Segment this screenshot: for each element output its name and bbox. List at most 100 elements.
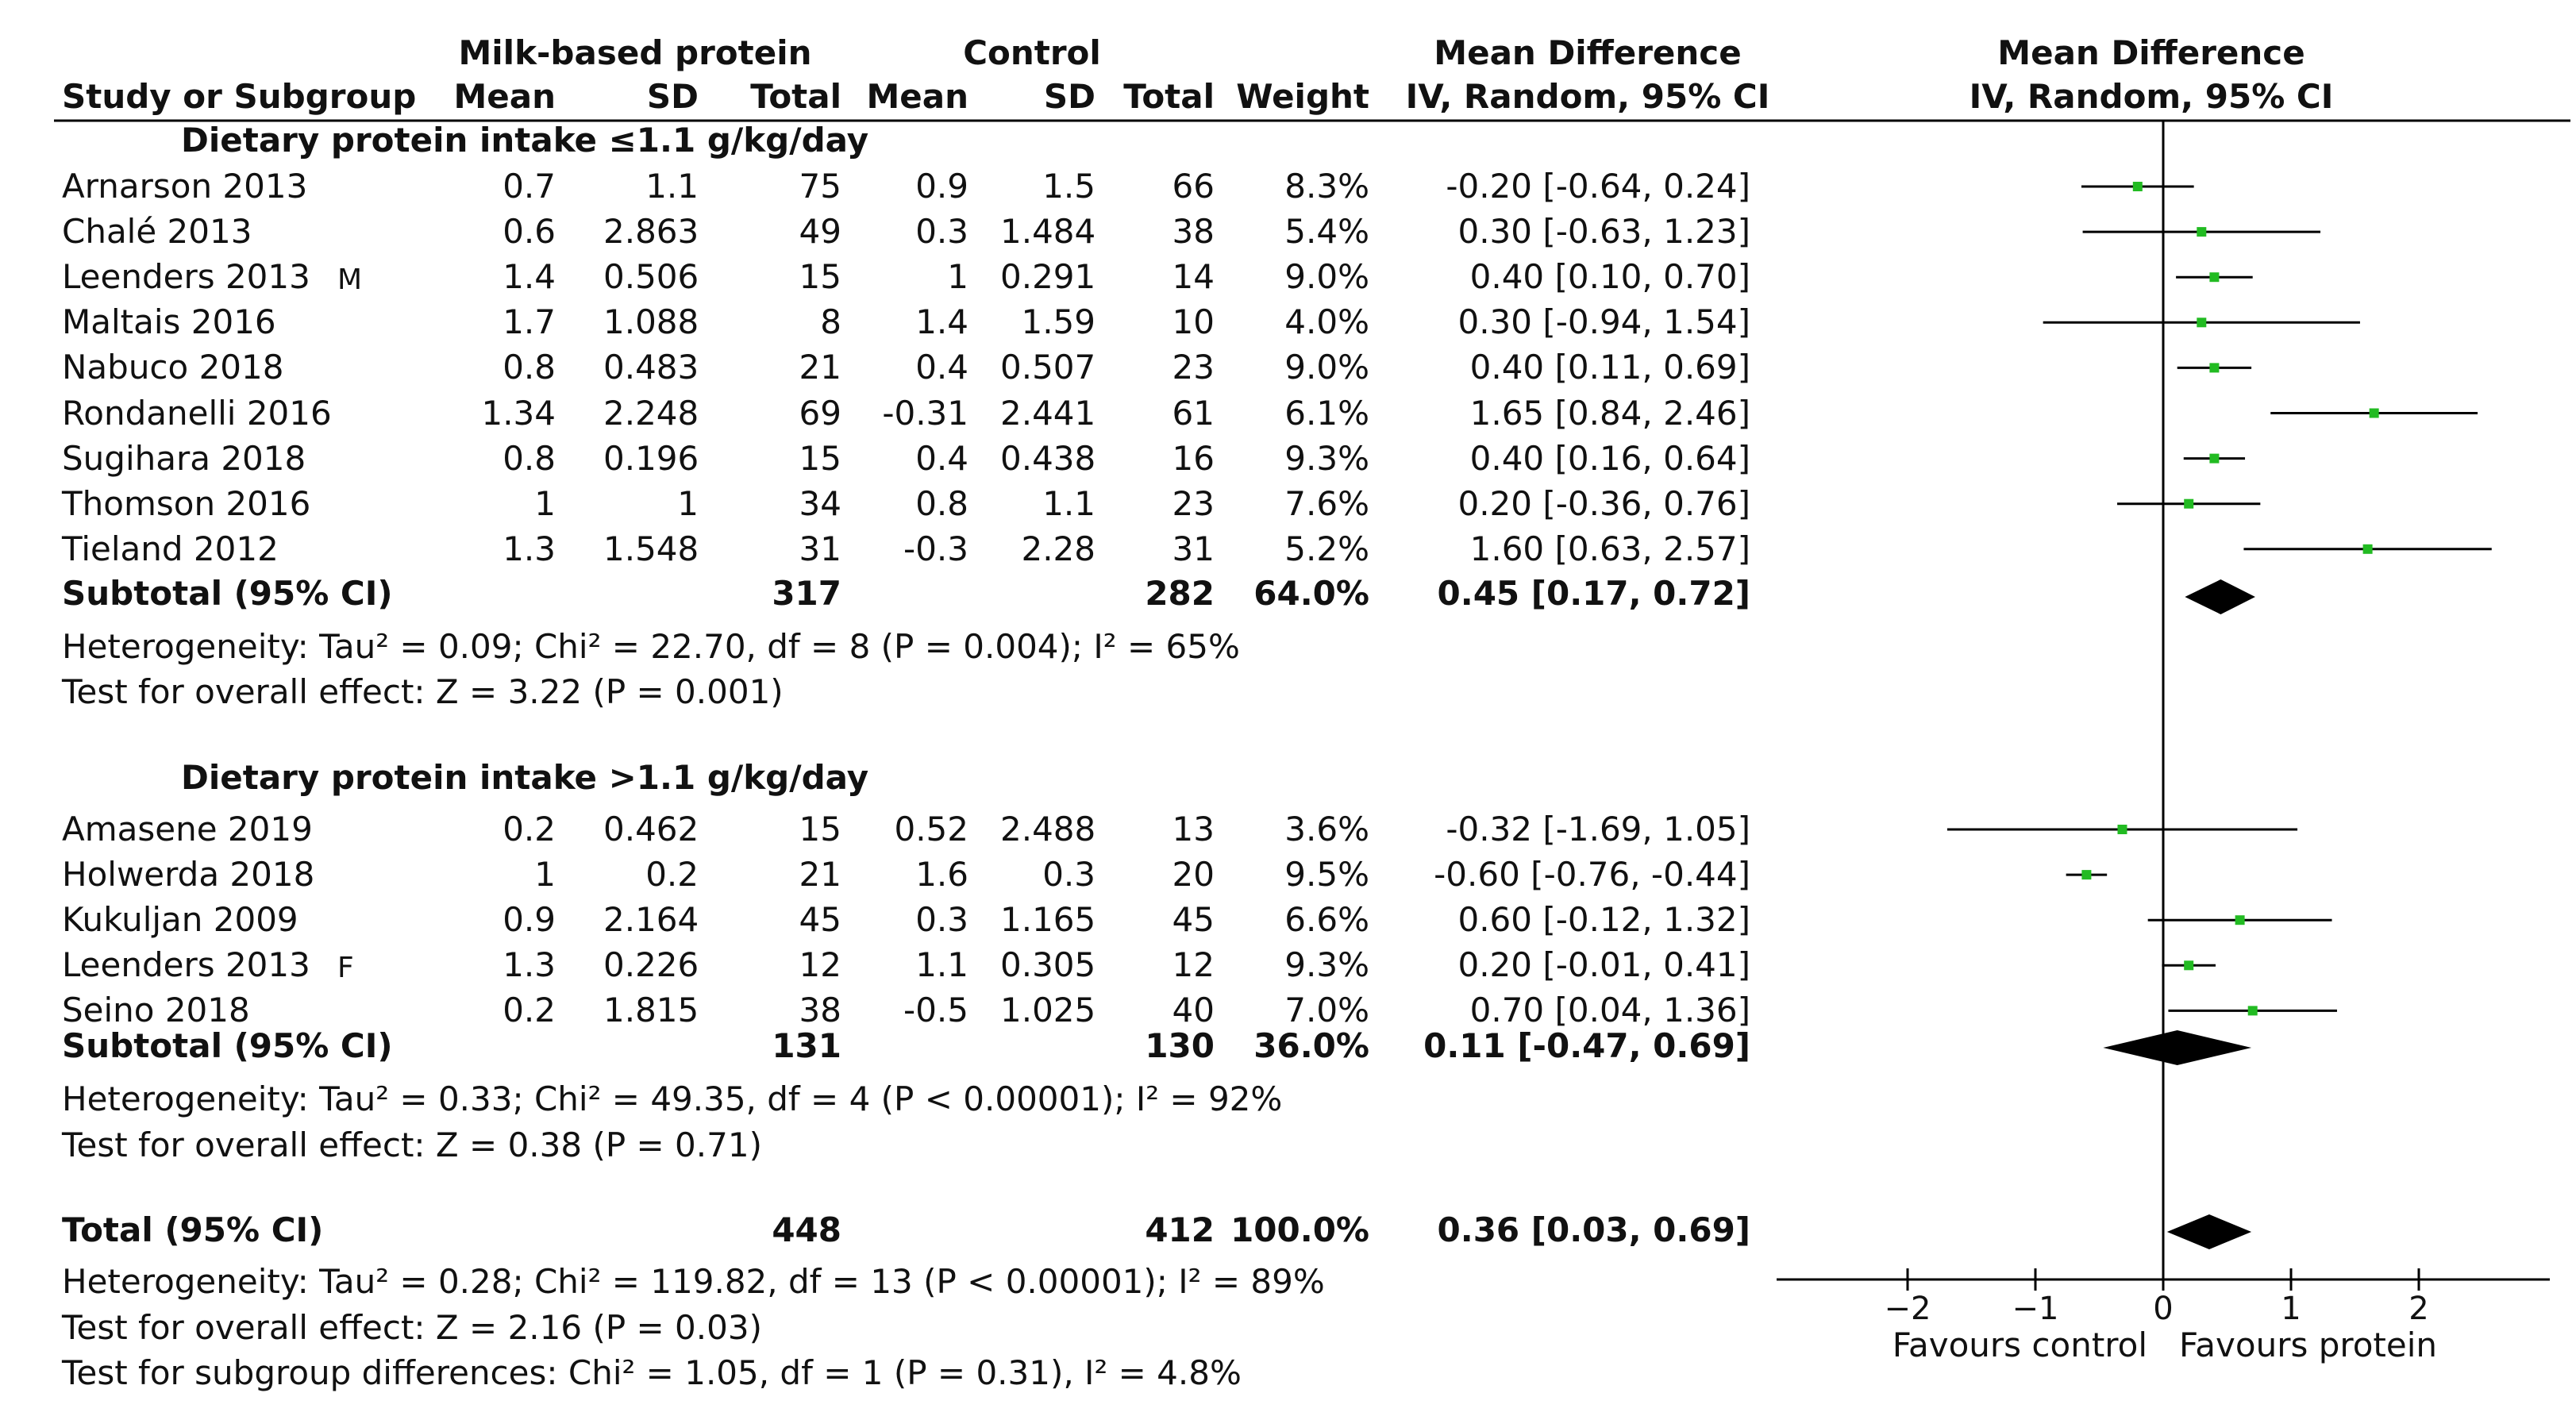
study-name: Tieland 2012 (62, 529, 279, 568)
cell-m2: 1.1 (915, 945, 968, 985)
cell-m2: 0.3 (915, 900, 968, 940)
cell-n2: 66 (1172, 167, 1215, 206)
cell-sd2: 1.5 (1042, 167, 1095, 206)
point-estimate (2081, 870, 2092, 880)
heterogeneity-text: Heterogeneity: Tau² = 0.09; Chi² = 22.70… (62, 627, 1240, 666)
x-tick-label: 2 (2409, 1291, 2428, 1327)
cell-n1: 15 (799, 810, 841, 848)
cell-n1: 31 (799, 529, 841, 568)
cell-m2: -0.31 (882, 393, 968, 433)
cell-weight: 7.0% (1284, 991, 1369, 1030)
cell-n2: 10 (1172, 302, 1215, 342)
pooled-diamond (2103, 1030, 2252, 1065)
cell-ci: 0.20 [-0.36, 0.76] (1457, 483, 1750, 523)
subtotal-ci: 0.45 [0.17, 0.72] (1437, 574, 1750, 613)
study-name: Rondanelli 2016 (62, 393, 332, 433)
cell-sd1: 1.548 (603, 529, 699, 568)
cell-sd2: 1.165 (1000, 900, 1096, 940)
total-label: Total (95% CI) (62, 1210, 324, 1249)
total-overall-effect-text: Test for overall effect: Z = 2.16 (P = 0… (62, 1308, 762, 1347)
heterogeneity-text: Heterogeneity: Tau² = 0.33; Chi² = 49.35… (62, 1079, 1283, 1118)
point-estimate (2362, 544, 2373, 554)
subtotal-total-ctl: 282 (1145, 574, 1215, 613)
cell-m1: 1.7 (502, 302, 556, 342)
cell-sd2: 1.025 (1000, 991, 1096, 1030)
point-estimate (2184, 960, 2194, 971)
cell-n2: 23 (1172, 483, 1215, 523)
cell-ci: 0.30 [-0.94, 1.54] (1457, 302, 1750, 342)
cell-m2: -0.3 (903, 529, 968, 568)
cell-sd1: 0.2 (645, 855, 699, 895)
cell-sd1: 1.088 (603, 302, 699, 342)
total-total-exp: 448 (772, 1210, 841, 1249)
cell-ci: 0.40 [0.10, 0.70] (1469, 257, 1750, 297)
cell-m1: 1 (534, 855, 556, 895)
point-estimate (2117, 825, 2127, 834)
cell-sd1: 0.506 (603, 257, 699, 297)
cell-sd1: 0.462 (603, 810, 699, 848)
cell-m1: 0.8 (502, 348, 556, 387)
total-total-ctl: 412 (1145, 1210, 1215, 1249)
cell-n1: 8 (820, 302, 841, 342)
cell-n2: 16 (1172, 438, 1215, 478)
cell-sd2: 1.484 (1000, 212, 1096, 252)
cell-weight: 9.3% (1284, 945, 1369, 985)
cell-weight: 6.1% (1284, 393, 1369, 433)
cell-ci: -0.32 [-1.69, 1.05] (1446, 810, 1750, 848)
study-tag: M (337, 264, 363, 297)
cell-n1: 15 (799, 438, 841, 478)
subtotal-label: Subtotal (95% CI) (62, 574, 393, 613)
cell-sd1: 2.863 (603, 212, 699, 252)
cell-n2: 13 (1172, 810, 1215, 848)
cell-sd2: 1.1 (1042, 483, 1095, 523)
subtotal-total-ctl: 130 (1145, 1026, 1215, 1065)
cell-m1: 1.4 (502, 257, 556, 297)
cell-n1: 21 (799, 348, 841, 387)
cell-weight: 5.4% (1284, 212, 1369, 252)
cell-ci: 0.70 [0.04, 1.36] (1469, 991, 1750, 1030)
study-name: Leenders 2013 (62, 257, 310, 297)
header-group-experimental: Milk-based protein (458, 33, 812, 72)
subtotal-total-exp: 317 (772, 574, 841, 613)
cell-m1: 1.3 (502, 945, 556, 985)
cell-n2: 23 (1172, 348, 1215, 387)
header-total-ctl: Total (1123, 77, 1215, 116)
favours-protein-label: Favours protein (2179, 1326, 2438, 1364)
subtotal-label: Subtotal (95% CI) (62, 1026, 393, 1065)
cell-sd2: 0.507 (1000, 348, 1096, 387)
x-tick-label: −2 (1885, 1291, 1931, 1327)
point-estimate (2235, 915, 2245, 925)
cell-n1: 15 (799, 257, 841, 297)
cell-n2: 12 (1172, 945, 1215, 985)
cell-sd1: 1.815 (603, 991, 699, 1030)
cell-m2: 0.4 (915, 438, 968, 478)
cell-n2: 31 (1172, 529, 1215, 568)
point-estimate (2247, 1006, 2258, 1016)
cell-n1: 45 (799, 900, 841, 940)
cell-sd1: 2.164 (603, 900, 699, 940)
cell-weight: 7.6% (1284, 483, 1369, 523)
header-weight: Weight (1236, 77, 1369, 116)
total-ci: 0.36 [0.03, 0.69] (1437, 1210, 1750, 1249)
subgroup-title: Dietary protein intake >1.1 g/kg/day (181, 758, 869, 797)
study-name: Sugihara 2018 (62, 438, 306, 478)
pooled-diamond (2185, 579, 2255, 614)
total-weight: 100.0% (1230, 1210, 1369, 1249)
study-name: Nabuco 2018 (62, 348, 284, 387)
point-estimate (2209, 453, 2220, 464)
study-name: Kukuljan 2009 (62, 900, 298, 940)
study-name: Amasene 2019 (62, 810, 313, 848)
point-estimate (2197, 317, 2207, 328)
header-md-title: Mean Difference (1434, 33, 1742, 72)
point-estimate (2209, 363, 2220, 373)
cell-m1: 0.2 (502, 810, 556, 848)
study-name: Arnarson 2013 (62, 167, 308, 206)
cell-m2: 1 (947, 257, 968, 297)
x-tick-label: 0 (2153, 1291, 2173, 1327)
study-name: Seino 2018 (62, 991, 250, 1030)
cell-m1: 1.3 (502, 529, 556, 568)
cell-sd2: 0.305 (1000, 945, 1096, 985)
cell-weight: 9.3% (1284, 438, 1369, 478)
cell-n1: 34 (799, 483, 841, 523)
cell-m2: 0.3 (915, 212, 968, 252)
